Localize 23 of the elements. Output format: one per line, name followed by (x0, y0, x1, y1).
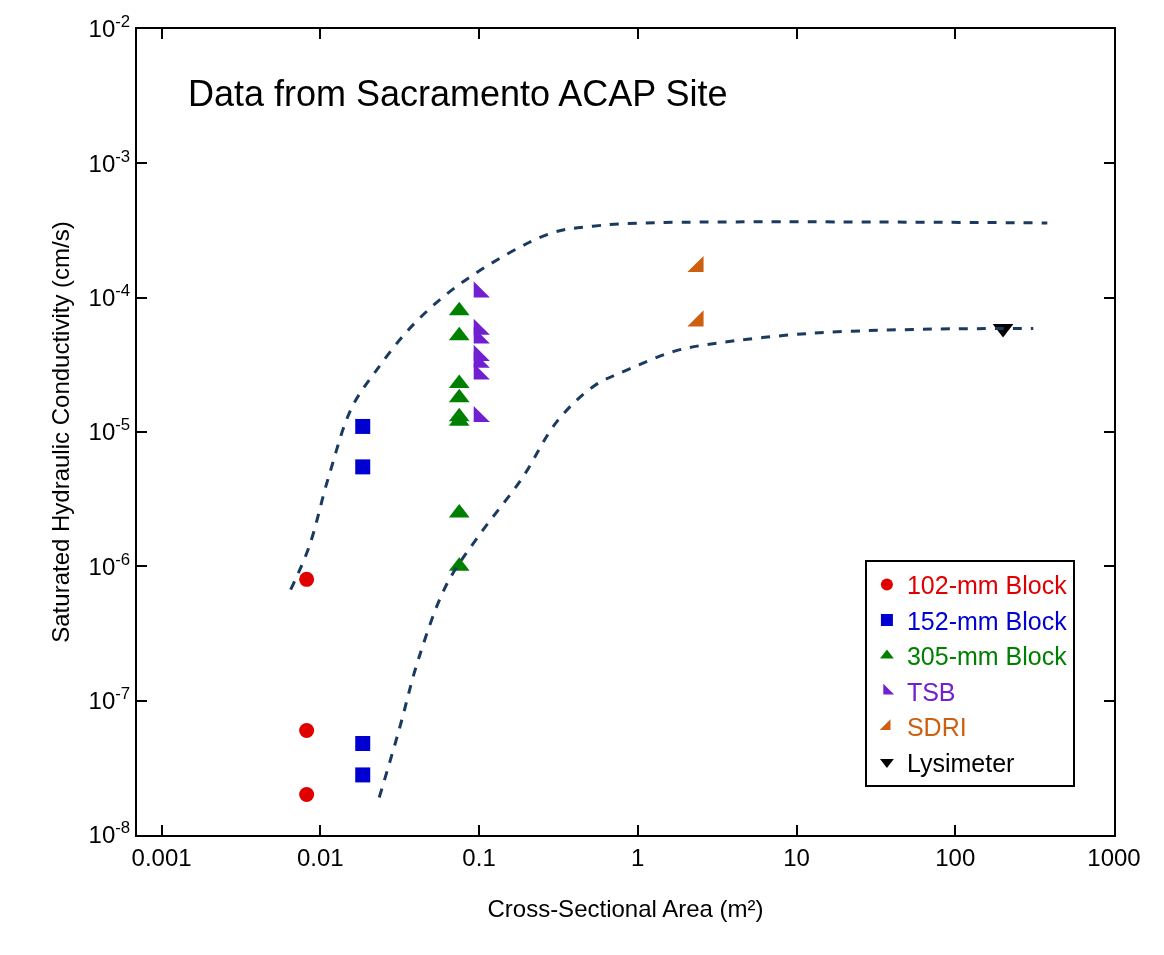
x-tick-label: 100 (935, 843, 976, 871)
legend-label: TSB (906, 677, 956, 706)
x-tick-label: 0.1 (462, 843, 496, 871)
y-tick-label: 10$^{-3}$ (88, 146, 131, 177)
x-tick-label: 10 (783, 843, 810, 871)
y-tick-label: 10$^{-4}$ (88, 280, 131, 312)
y-tick-label: 10$^{-2}$ (88, 12, 131, 43)
legend-label: 305-mm Block (906, 642, 1068, 671)
y-tick-label: 10$^{-5}$ (88, 415, 131, 446)
legend-label: 102-mm Block (906, 571, 1068, 600)
y-tick-label: 10$^{-8}$ (88, 818, 131, 849)
x-tick-label: 0.001 (131, 843, 192, 871)
legend-label: SDRI (906, 713, 967, 742)
x-tick-label: 1000 (1087, 843, 1141, 871)
x-tick-label: 1 (631, 843, 645, 871)
y-tick-label: 10$^{-6}$ (88, 549, 131, 580)
legend-label: 152-mm Block (906, 606, 1068, 635)
annotation: Data from Sacramento ACAP Site (188, 73, 728, 114)
y-tick-label: 10$^{-7}$ (88, 683, 131, 715)
x-tick-label: 0.01 (296, 843, 344, 871)
legend-label: Lysimeter (906, 748, 1015, 777)
y-axis-title: Saturated Hydraulic Conductivity (cm/s) (47, 221, 75, 643)
x-axis-title: Cross-Sectional Area (m²) (487, 894, 764, 922)
